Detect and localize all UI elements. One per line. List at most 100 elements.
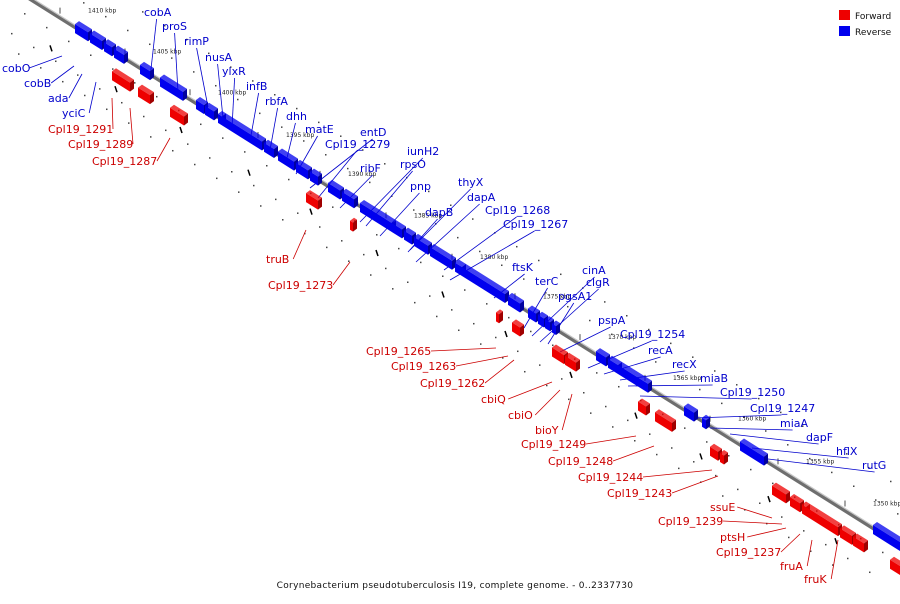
gene-label: Cpl19_1254 <box>620 328 685 341</box>
tick-label: 1355 kbp <box>806 458 834 465</box>
gene-label: miaB <box>700 372 728 385</box>
gene-box <box>114 45 128 64</box>
gene-label: Cpl19_1267 <box>503 218 568 231</box>
gene-box <box>853 533 868 553</box>
gene-label: dhh <box>286 110 307 123</box>
gene-box <box>790 493 804 513</box>
gene-label: ssuE <box>710 501 735 514</box>
gene-label: cbiQ <box>481 393 506 406</box>
gene-box <box>565 352 580 372</box>
gene-box <box>160 74 187 101</box>
gene-box <box>306 190 322 210</box>
tick-label: 1400 kbp <box>218 89 246 96</box>
gene-box <box>90 30 106 51</box>
gene-label: entD <box>360 126 387 139</box>
tick-label: 1375 kbp <box>543 293 571 300</box>
gene-box <box>496 309 503 324</box>
gene-label: clgR <box>586 276 610 289</box>
gene-box <box>328 179 344 200</box>
gene-box <box>462 264 509 304</box>
gene-label: dapF <box>806 431 833 444</box>
gene-label: ribF <box>360 162 381 175</box>
gene-box <box>278 148 298 171</box>
gene-box <box>140 61 154 81</box>
gene-label: ada <box>48 92 68 105</box>
tick-label: 1395 kbp <box>286 132 314 139</box>
gene-box <box>342 188 358 209</box>
gene-box <box>310 168 322 186</box>
tick-label: 1380 kbp <box>480 254 508 261</box>
gene-label: pspA <box>598 314 626 327</box>
gene-label: cbiO <box>508 409 533 422</box>
tick-marks: 1410 kbp 1405 kbp 1400 kbp 1395 kbp 1390 kbp… <box>49 7 900 545</box>
gene-box <box>112 68 134 92</box>
gene-box <box>512 319 524 337</box>
gene-box <box>350 217 357 232</box>
gene-label: truB <box>266 253 289 266</box>
legend: Forward Reverse <box>839 10 892 38</box>
gene-box <box>170 104 188 126</box>
gene-label: Cpl19_1287 <box>92 155 157 168</box>
gene-label: cobB <box>24 77 51 90</box>
gene-box <box>890 556 900 575</box>
tick-label: 1370 kbp <box>608 334 636 341</box>
gene-box <box>638 398 650 416</box>
gene-label: Cpl19_1289 <box>68 138 133 151</box>
tick-label: 1410 kbp <box>88 8 116 15</box>
gene-label: hflX <box>836 445 858 458</box>
gene-label: Cpl19_1244 <box>578 471 643 484</box>
gene-box <box>552 320 560 336</box>
gene-label: matE <box>305 123 334 136</box>
legend-forward-swatch <box>839 10 850 20</box>
gene-label: recA <box>648 344 673 357</box>
gene-label: pnp <box>410 180 431 193</box>
gene-box <box>684 403 698 422</box>
gene-label: Cpl19_1262 <box>420 377 485 390</box>
gene-label: Cpl19_1249 <box>521 438 586 451</box>
tick-label: 1360 kbp <box>738 416 766 423</box>
gene-label: pgsA1 <box>558 290 592 303</box>
gene-label: Cpl19_1239 <box>658 515 723 528</box>
gene-features <box>75 21 900 575</box>
label-leader-lines <box>29 18 875 580</box>
gene-label: nusA <box>205 51 233 64</box>
gene-label: Cpl19_1263 <box>391 360 456 373</box>
gene-box <box>222 113 266 151</box>
gene-label: ptsH <box>720 531 745 544</box>
gene-box <box>430 243 456 270</box>
gene-label: cinA <box>582 264 606 277</box>
gene-label: ftsK <box>512 261 534 274</box>
guide-dots <box>11 2 899 574</box>
gene-label: cobA <box>144 6 172 19</box>
legend-forward-label: Forward <box>855 12 891 22</box>
gene-label: Cpl19_1268 <box>485 204 550 217</box>
gene-label: fruK <box>804 573 827 586</box>
legend-reverse-label: Reverse <box>855 28 892 38</box>
gene-label: Cpl19_1248 <box>548 455 613 468</box>
gene-box <box>264 139 278 159</box>
gene-label: bioY <box>535 424 559 437</box>
gene-label: recX <box>672 358 697 371</box>
gene-label: rpsO <box>400 158 426 171</box>
gene-box <box>392 220 406 239</box>
gene-label: Cpl19_1273 <box>268 279 333 292</box>
tick-label: 1365 kbp <box>673 375 701 382</box>
gene-label: Cpl19_1279 <box>325 138 390 151</box>
gene-label: miaA <box>780 417 809 430</box>
gene-box <box>655 409 676 432</box>
gene-box <box>75 21 92 42</box>
gene-label: proS <box>162 20 187 33</box>
gene-label: rimP <box>184 35 209 48</box>
gene-label: terC <box>535 275 559 288</box>
gene-box <box>296 159 312 180</box>
gene-label: fruA <box>780 560 803 573</box>
gene-label: Cpl19_1265 <box>366 345 431 358</box>
gene-label: Cpl19_1243 <box>607 487 672 500</box>
tick-label: 1405 kbp <box>153 48 181 55</box>
gene-box <box>740 438 768 466</box>
gene-label: iunH2 <box>407 145 439 158</box>
tick-label: 1390 kbp <box>348 171 376 178</box>
gene-box <box>720 450 728 465</box>
gene-label: thyX <box>458 176 484 189</box>
